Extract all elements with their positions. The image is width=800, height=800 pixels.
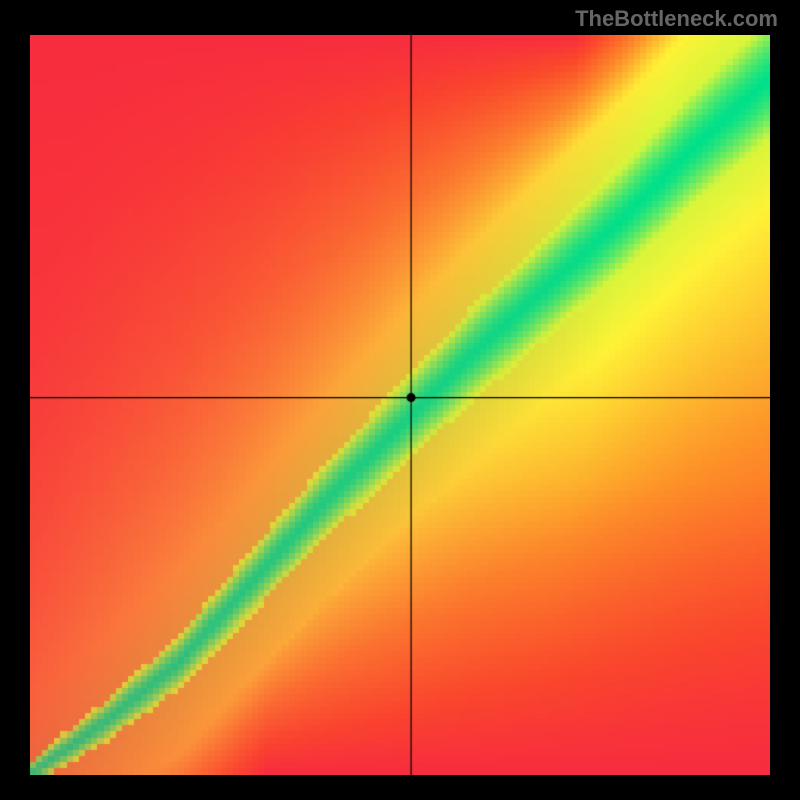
watermark-text: TheBottleneck.com [575, 6, 778, 32]
chart-container: TheBottleneck.com [0, 0, 800, 800]
heatmap-plot-area [30, 35, 770, 775]
heatmap-canvas [30, 35, 770, 775]
